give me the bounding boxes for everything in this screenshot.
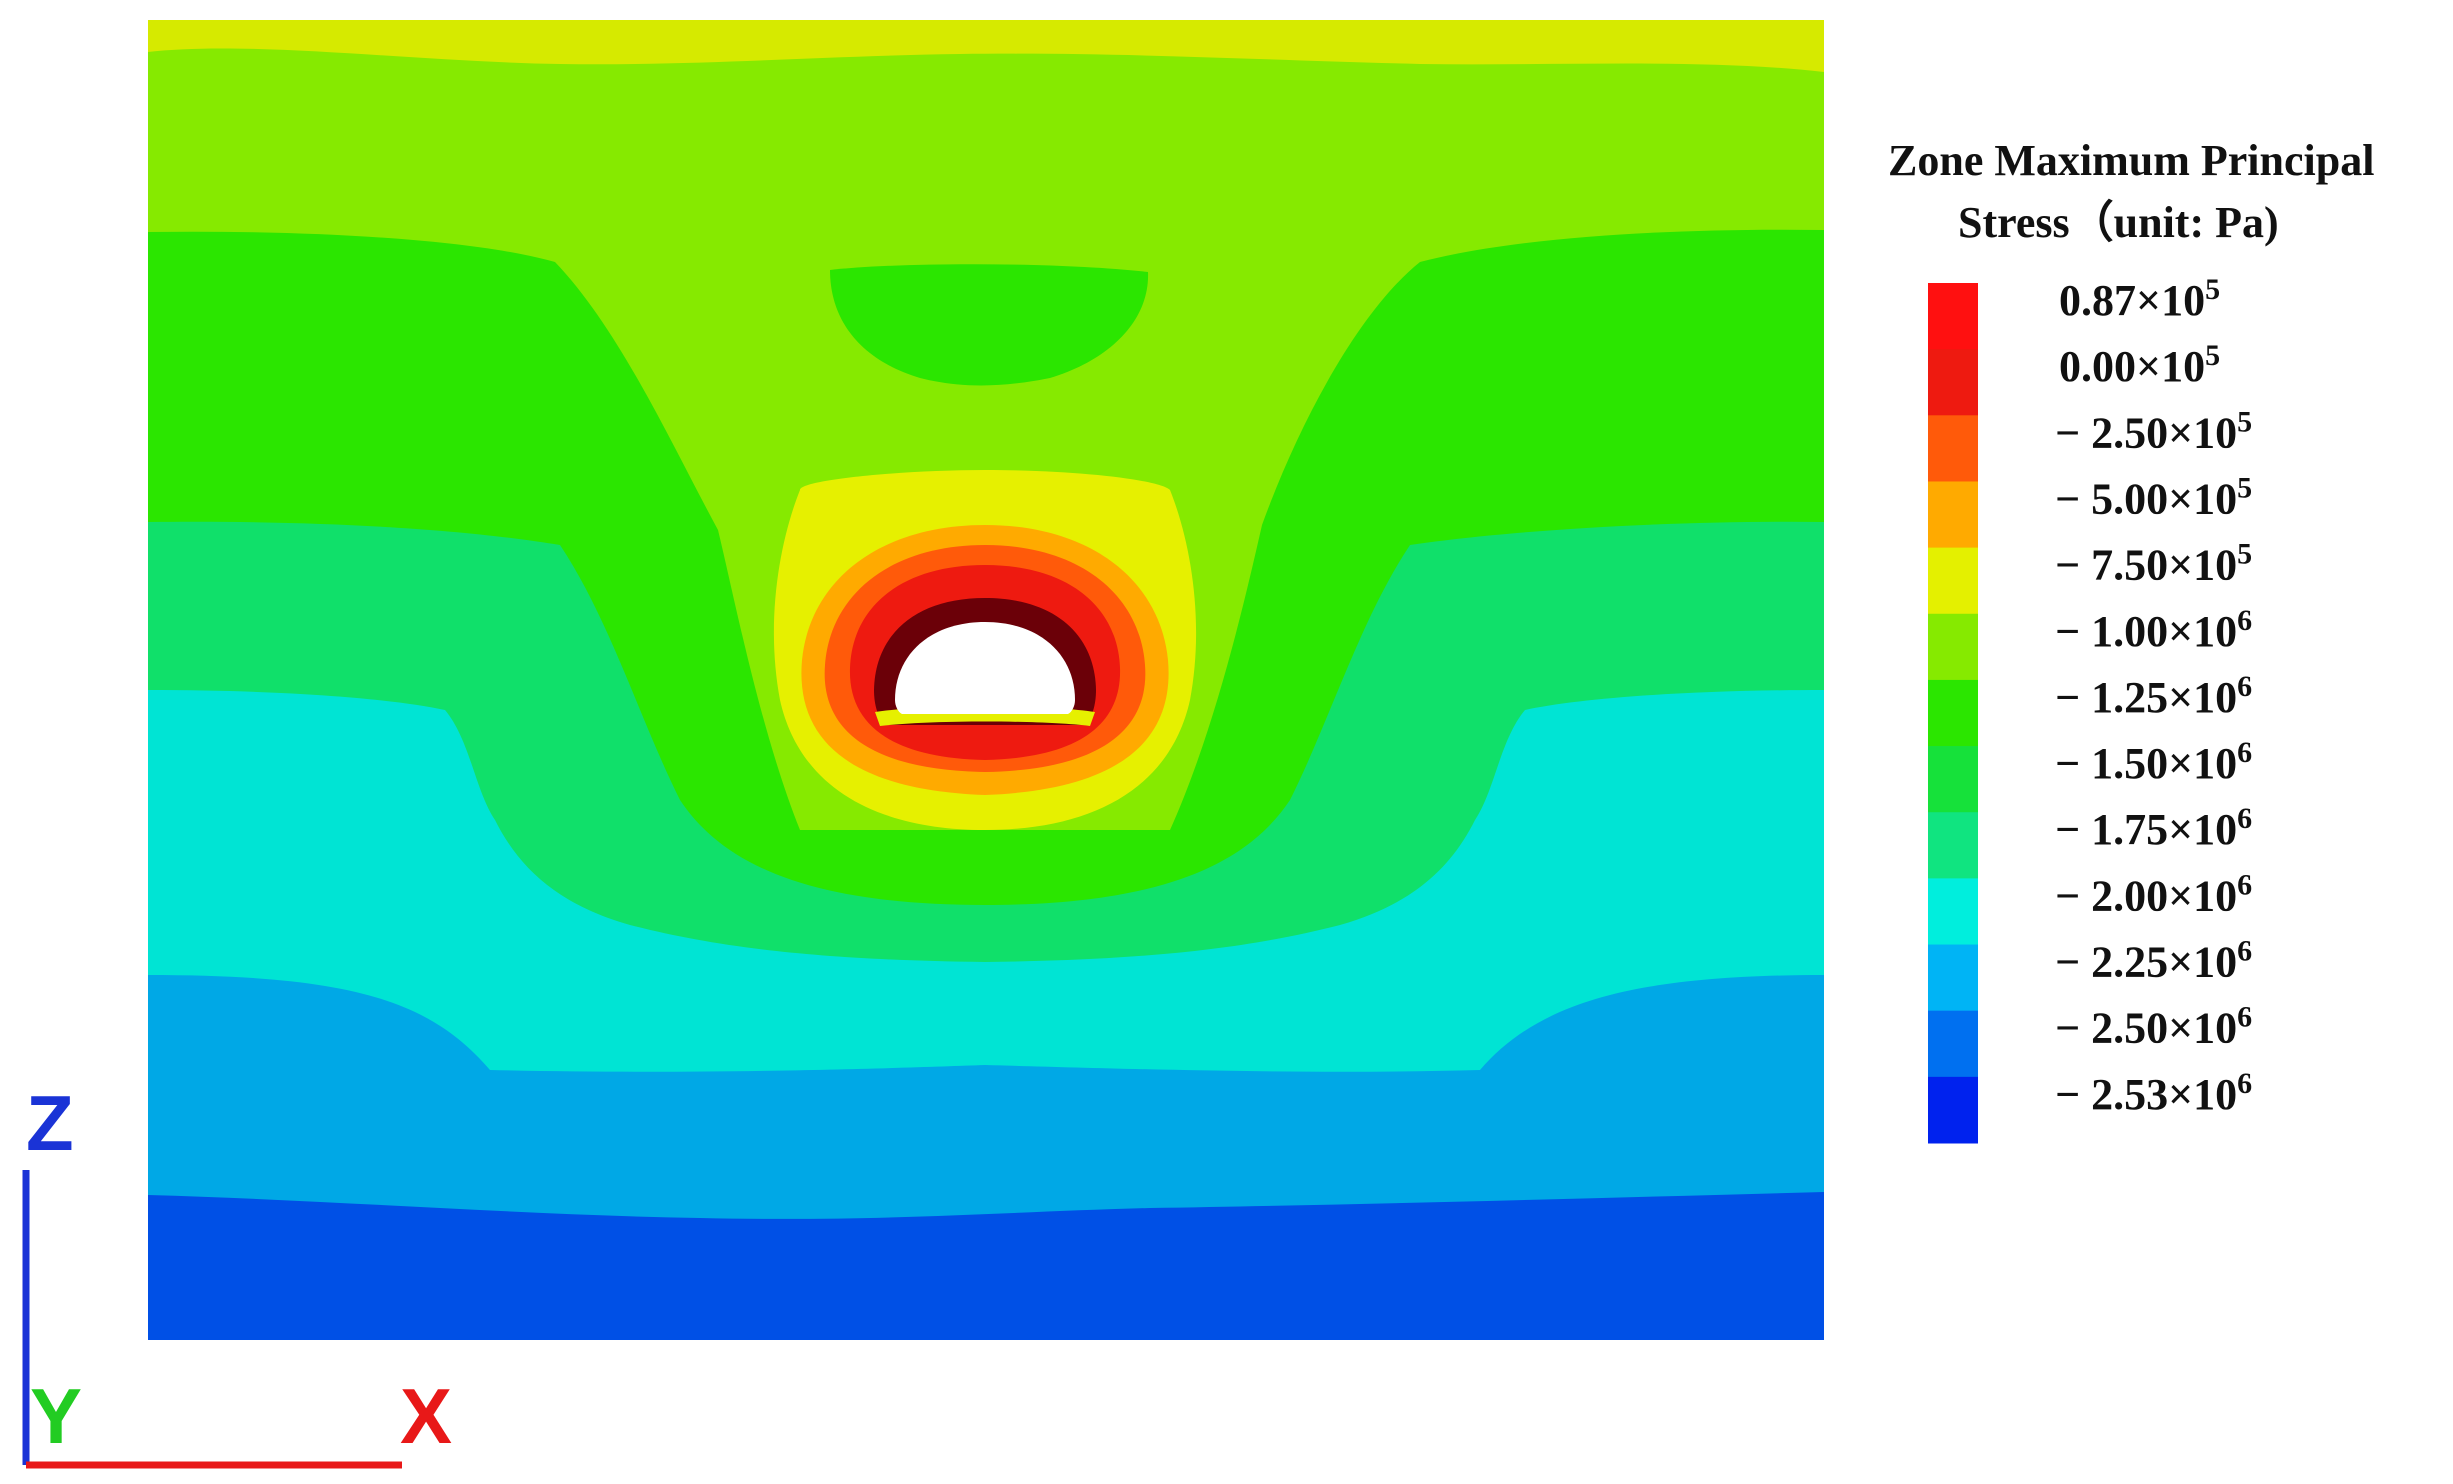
legend-labels: 0.87×105 0.00×105 − 2.50×105 − 5.00×105 − 7.… [2055, 273, 2252, 1119]
legend-label: 0.87×105 [2059, 273, 2220, 325]
legend-swatch [1928, 481, 1978, 549]
x-axis-label: X [400, 1372, 452, 1460]
legend-swatch [1928, 812, 1978, 879]
z-axis-label: Z [26, 1079, 74, 1167]
legend-label: − 1.25×106 [2055, 670, 2252, 722]
legend-label: − 2.00×106 [2055, 868, 2252, 920]
legend-swatch [1928, 878, 1978, 946]
legend-label: − 2.25×106 [2055, 935, 2252, 987]
legend-swatch [1928, 613, 1978, 681]
legend: Zone Maximum Principal Stress（unit: Pa) … [1888, 136, 2374, 1144]
tunnel-cavity [895, 622, 1075, 714]
legend-swatch [1928, 1076, 1978, 1144]
legend-label: 0.00×105 [2059, 339, 2220, 391]
legend-label: − 1.00×106 [2055, 604, 2252, 656]
axis-triad: Z Y X [22, 1079, 452, 1469]
legend-label: − 7.50×105 [2055, 538, 2252, 590]
legend-swatch [1928, 944, 1978, 1012]
legend-swatch [1928, 415, 1978, 482]
legend-swatch [1928, 1010, 1978, 1078]
band-deep-blue [148, 1192, 1824, 1340]
legend-swatch [1928, 349, 1978, 416]
legend-swatch [1928, 746, 1978, 813]
legend-label: − 1.75×106 [2055, 802, 2252, 854]
legend-label: − 2.50×106 [2055, 1001, 2252, 1053]
legend-label: − 2.53×106 [2055, 1067, 2252, 1119]
legend-swatch [1928, 283, 1978, 350]
legend-swatches [1928, 283, 1978, 1144]
legend-label: − 1.50×106 [2055, 736, 2252, 788]
contour-plot [148, 20, 1824, 1340]
y-axis-label: Y [30, 1372, 82, 1460]
legend-label: − 2.50×105 [2055, 405, 2252, 457]
lens-bright-green [830, 264, 1149, 386]
legend-title-line-1: Zone Maximum Principal [1888, 136, 2374, 185]
legend-swatch [1928, 547, 1978, 615]
legend-label: − 5.00×105 [2055, 471, 2252, 523]
legend-title-line-2: Stress（unit: Pa) [1958, 198, 2279, 247]
legend-swatch [1928, 679, 1978, 747]
